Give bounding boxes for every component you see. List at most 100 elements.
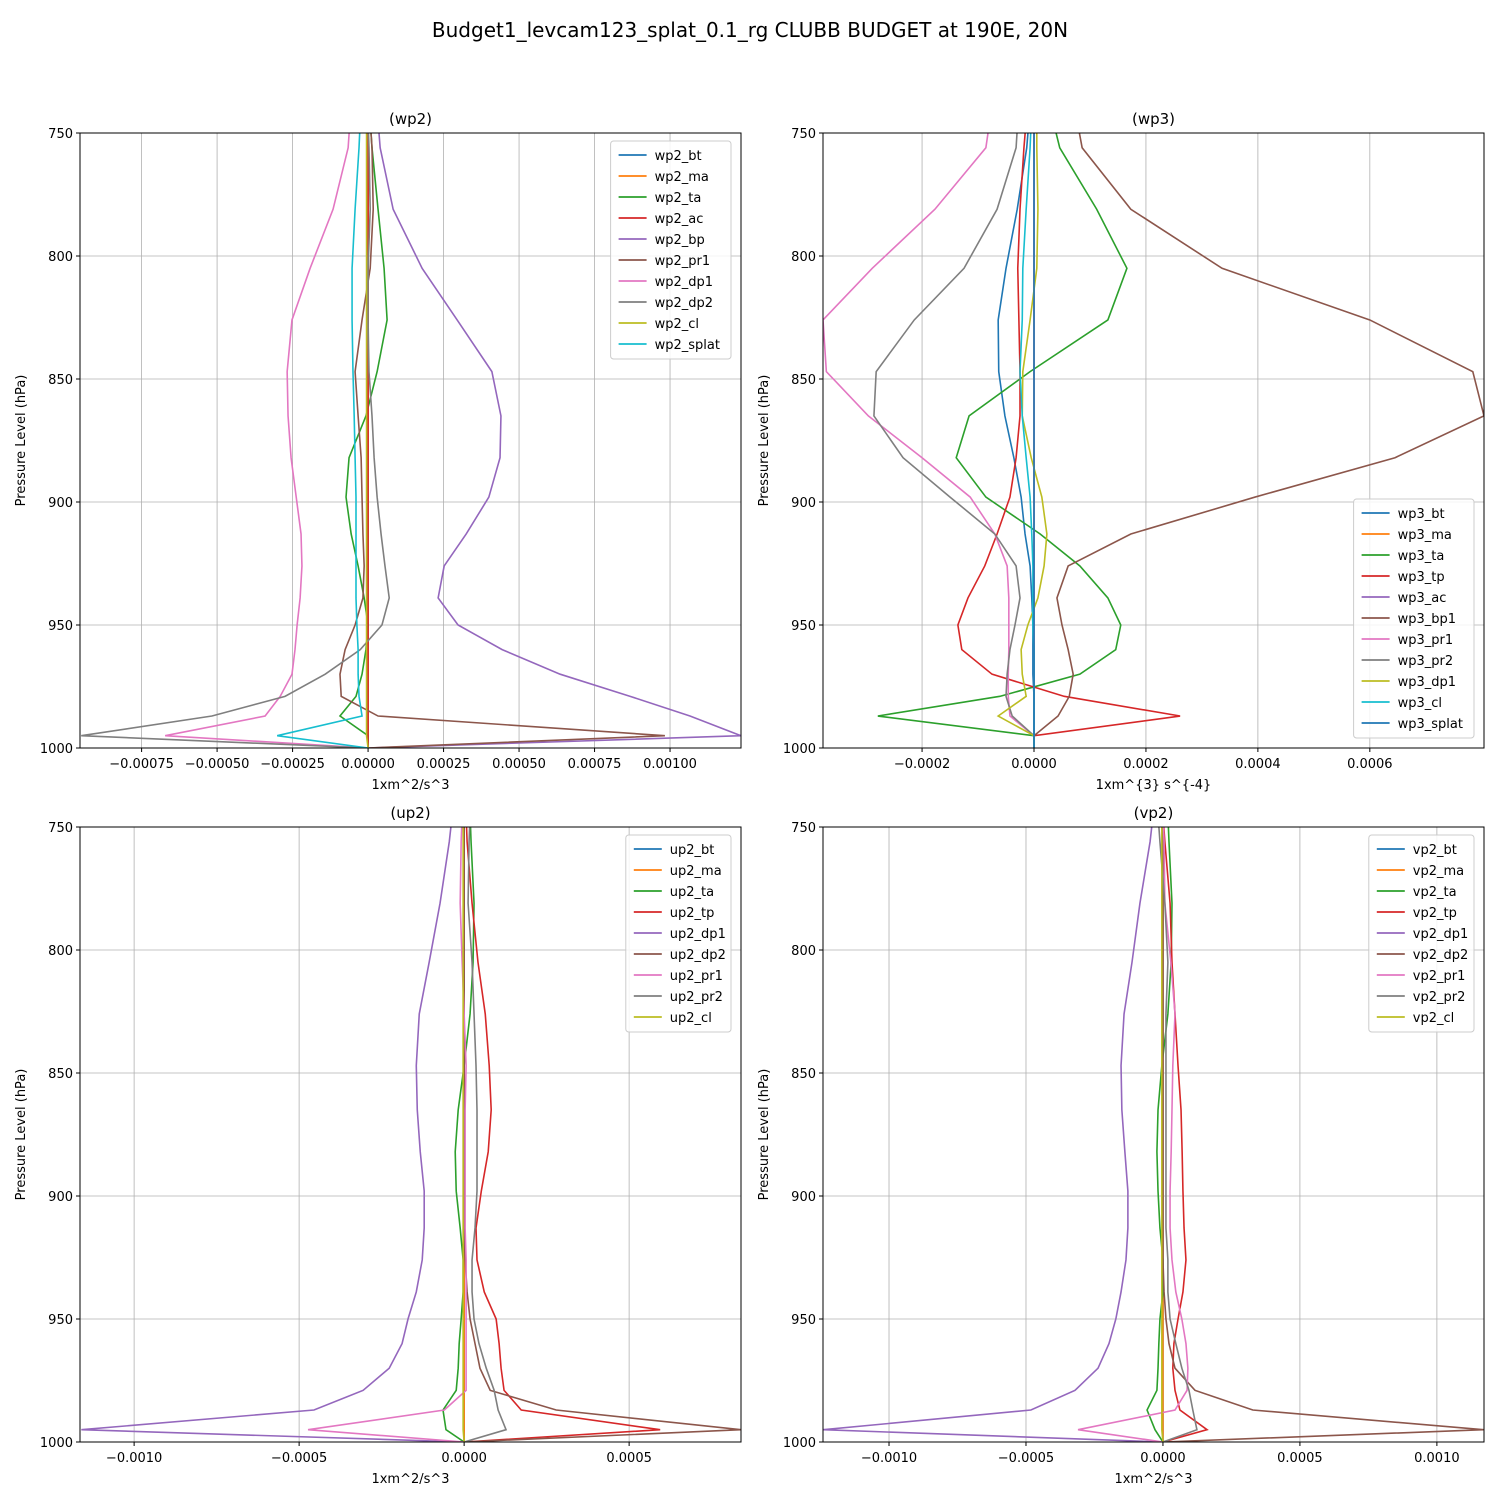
y-axis-label: Pressure Level (hPa) (14, 375, 29, 507)
y-axis-label: Pressure Level (hPa) (757, 375, 772, 507)
legend-box (1368, 834, 1475, 1033)
series-line (1077, 827, 1189, 1442)
x-tick-label: 0.0004 (1235, 757, 1281, 772)
legend-label: wp3_dp1 (1398, 675, 1456, 690)
legend-label: vp2_pr2 (1413, 990, 1466, 1005)
y-tick-label: 750 (791, 127, 816, 142)
legend-label: wp2_splat (655, 338, 720, 353)
y-tick-label: 750 (48, 821, 73, 836)
subplot: (wp2) 1xm^2/s^3 Pressure Level (hPa) −0.000… (14, 110, 742, 793)
x-tick-label: 0.0000 (1011, 757, 1057, 772)
legend-label: wp3_pr1 (1398, 633, 1454, 648)
legend-label: wp3_ta (1398, 549, 1445, 564)
legend-label: wp2_dp2 (655, 296, 713, 311)
series-line (877, 133, 1128, 748)
x-tick-label: 0.00100 (643, 757, 697, 772)
y-tick-label: 750 (791, 821, 816, 836)
series-line (276, 133, 369, 748)
legend-label: vp2_cl (1413, 1011, 1454, 1026)
legend-label: up2_tp (670, 906, 715, 921)
x-tick-label: 0.0010 (1414, 1451, 1460, 1466)
series-line (365, 133, 369, 748)
legend-label: wp2_bp (655, 233, 705, 248)
series-line (1162, 827, 1209, 1442)
series-line (873, 133, 1035, 748)
series-line (164, 133, 369, 748)
x-tick-label: 0.0000 (441, 1451, 487, 1466)
legend-label: up2_pr2 (670, 990, 723, 1005)
subplot: (wp3) 1xm^{3} s^{-4} Pressure Level (hPa) −… (757, 110, 1485, 793)
x-tick-label: −0.0010 (106, 1451, 162, 1466)
legend-label: up2_bt (670, 843, 715, 858)
legend-label: up2_ta (670, 885, 714, 900)
series-line (81, 827, 465, 1442)
series-line (462, 827, 465, 1442)
y-tick-label: 750 (48, 127, 73, 142)
subplot-title: (up2) (390, 804, 430, 822)
series-line (957, 133, 1181, 748)
x-tick-label: −0.00050 (185, 757, 250, 772)
y-tick-label: 900 (48, 496, 73, 511)
plot-frame (79, 132, 742, 749)
y-tick-label: 1000 (40, 742, 73, 757)
series-line (464, 827, 661, 1442)
legend: vp2_bt vp2_ma vp2_ta vp2_tp vp2_dp1 vp2_dp2vp… (1368, 834, 1475, 1033)
y-tick-label: 1000 (783, 742, 816, 757)
subplot-title: (wp3) (1132, 110, 1175, 128)
x-tick-label: 0.0005 (606, 1451, 652, 1466)
legend-box (1353, 498, 1475, 739)
legend-label: wp2_cl (655, 317, 699, 332)
y-tick-label: 800 (791, 250, 816, 265)
legend: wp2_bt wp2_ma wp2_ta wp2_ac wp2_bp wp2_pr1 wp2… (610, 140, 732, 360)
y-tick-label: 800 (48, 250, 73, 265)
x-tick-label: 0.00075 (568, 757, 622, 772)
x-tick-label: 0.00000 (341, 757, 395, 772)
series-line (463, 827, 508, 1442)
x-tick-label: 0.0005 (1277, 1451, 1323, 1466)
legend-label: up2_pr1 (670, 969, 723, 984)
y-tick-label: 950 (791, 619, 816, 634)
x-tick-label: 0.0000 (1140, 1451, 1186, 1466)
x-tick-label: 0.0002 (1123, 757, 1169, 772)
legend-label: wp3_splat (1398, 717, 1463, 732)
x-tick-label: −0.0002 (894, 757, 950, 772)
series-line (368, 133, 741, 748)
legend-label: wp2_ac (655, 212, 704, 227)
x-tick-label: −0.0010 (861, 1451, 917, 1466)
subplot-title: (vp2) (1134, 804, 1174, 822)
legend-label: wp2_ta (655, 191, 702, 206)
legend-label: vp2_ma (1413, 864, 1464, 879)
x-axis-label: 1xm^2/s^3 (371, 1472, 449, 1487)
y-tick-label: 950 (48, 619, 73, 634)
y-tick-label: 800 (48, 944, 73, 959)
x-tick-label: 0.00050 (492, 757, 546, 772)
legend-label: wp3_bp1 (1398, 612, 1456, 627)
y-tick-label: 850 (791, 1067, 816, 1082)
series-line (463, 827, 741, 1442)
y-tick-label: 850 (48, 373, 73, 388)
legend-label: wp3_pr2 (1398, 654, 1454, 669)
y-tick-label: 850 (791, 373, 816, 388)
legend-label: wp3_bt (1398, 507, 1445, 522)
y-tick-label: 950 (791, 1313, 816, 1328)
x-tick-label: −0.00075 (109, 757, 174, 772)
x-axis-label: 1xm^2/s^3 (1114, 1472, 1192, 1487)
y-tick-label: 950 (48, 1313, 73, 1328)
y-tick-label: 850 (48, 1067, 73, 1082)
legend-label: wp2_dp1 (655, 275, 713, 290)
series-line (1161, 827, 1164, 1442)
series-line (81, 133, 391, 748)
legend-label: wp3_ma (1398, 528, 1452, 543)
legend-label: up2_ma (670, 864, 722, 879)
subplot: (up2) 1xm^2/s^3 Pressure Level (hPa) −0.001… (14, 804, 742, 1487)
y-tick-label: 900 (791, 496, 816, 511)
legend: wp3_bt wp3_ma wp3_ta wp3_tp wp3_ac wp3_bp1 wp3… (1353, 498, 1475, 739)
subplot: (vp2) 1xm^2/s^3 Pressure Level (hPa) −0.001… (757, 804, 1485, 1487)
legend-label: vp2_bt (1413, 843, 1457, 858)
y-tick-label: 900 (48, 1190, 73, 1205)
legend-label: vp2_ta (1413, 885, 1457, 900)
x-tick-label: −0.00025 (260, 757, 325, 772)
legend: up2_bt up2_ma up2_ta up2_tp up2_dp1 up2_dp2up… (625, 834, 732, 1033)
legend-label: wp2_ma (655, 170, 709, 185)
